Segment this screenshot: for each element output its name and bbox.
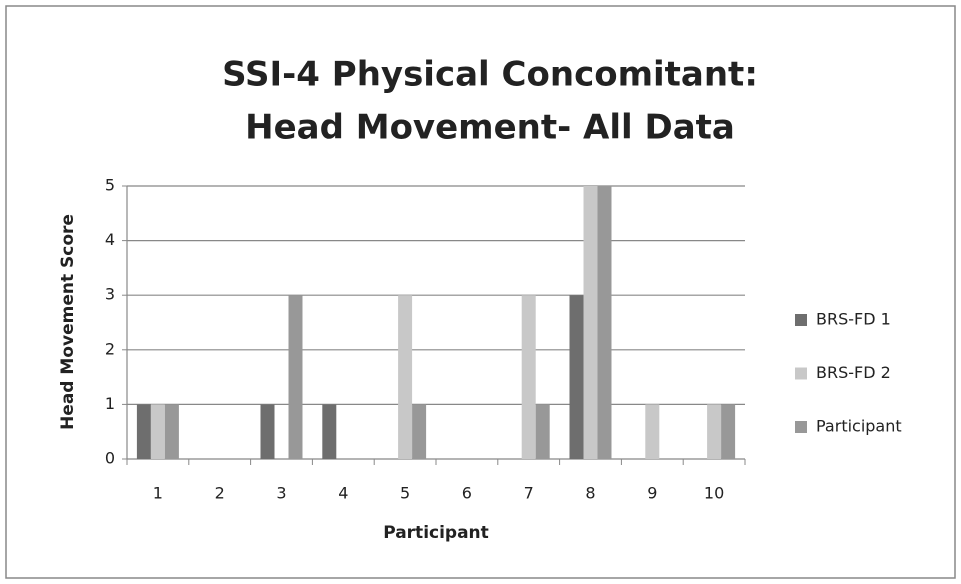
x-tick-label: 2	[215, 484, 225, 503]
legend-swatch	[795, 421, 807, 433]
bar	[398, 295, 413, 459]
bar	[721, 404, 736, 459]
legend-label: BRS-FD 1	[816, 310, 891, 329]
bar	[645, 404, 660, 459]
chart-border	[5, 5, 956, 579]
x-tick-label: 10	[704, 484, 724, 503]
bar	[136, 404, 151, 459]
x-tick-label: 6	[462, 484, 472, 503]
bar	[521, 295, 536, 459]
bar	[150, 404, 165, 459]
legend-swatch	[795, 314, 807, 326]
y-tick-label: 2	[105, 339, 115, 358]
bar	[535, 404, 550, 459]
bar	[569, 295, 584, 459]
y-axis-label: Head Movement Score	[58, 214, 78, 430]
legend-label: BRS-FD 2	[816, 363, 891, 382]
y-tick-label: 3	[105, 285, 115, 304]
x-tick-label: 1	[153, 484, 163, 503]
chart-title: SSI-4 Physical Concomitant:	[222, 55, 758, 95]
y-tick-label: 5	[105, 176, 115, 195]
legend-swatch	[795, 367, 807, 380]
bar	[288, 295, 303, 459]
x-tick-label: 9	[647, 484, 657, 503]
bar	[322, 404, 337, 459]
y-tick-label: 1	[105, 394, 115, 413]
bar	[412, 404, 427, 459]
bar	[707, 404, 722, 459]
x-tick-label: 7	[524, 484, 534, 503]
x-tick-label: 3	[276, 484, 286, 503]
bar	[260, 404, 275, 459]
y-tick-label: 0	[105, 449, 115, 468]
bar	[583, 186, 598, 459]
x-tick-label: 4	[338, 484, 348, 503]
x-axis-label: Participant	[383, 523, 489, 543]
y-tick-label: 4	[105, 230, 115, 249]
bar	[597, 186, 612, 459]
x-tick-label: 8	[585, 484, 595, 503]
bar	[164, 404, 179, 459]
legend-label: Participant	[816, 417, 902, 436]
x-tick-label: 5	[400, 484, 410, 503]
chart-title: Head Movement- All Data	[245, 108, 735, 148]
